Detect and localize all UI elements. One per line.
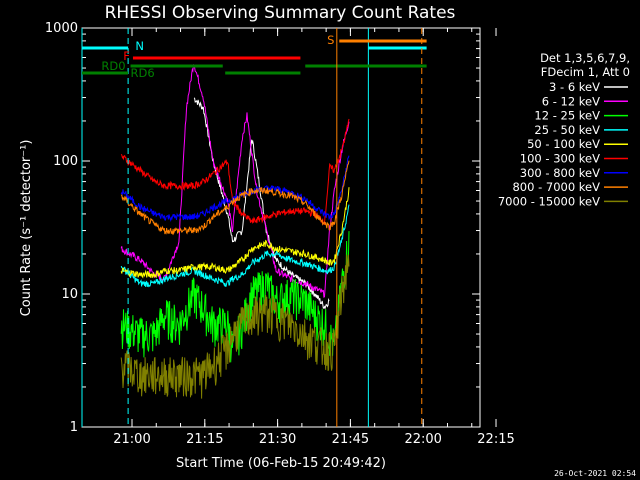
x-axis-label: Start Time (06-Feb-15 20:49:42) <box>176 456 386 471</box>
flag-label-s: S <box>327 33 334 47</box>
series-line-3 <box>120 204 350 288</box>
legend-entry-label: 7000 - 15000 keV <box>498 194 600 208</box>
legend-entry-label: 6 - 12 keV <box>542 94 600 108</box>
flag-label-n: N <box>135 39 144 53</box>
x-tick-label: 21:30 <box>259 432 296 447</box>
flag-label-rd6: RD6 <box>131 66 155 80</box>
series-line-4 <box>120 187 350 279</box>
series-line-8 <box>120 254 350 399</box>
legend-entry-label: 12 - 25 keV <box>534 109 600 123</box>
flag-label-rd0: RD0 <box>101 59 125 73</box>
x-tick-label: 21:45 <box>332 432 369 447</box>
y-axis-label: Count Rate (s⁻¹ detector⁻¹) <box>19 140 34 317</box>
series-line-5 <box>120 118 350 226</box>
legend-entry-label: 100 - 300 keV <box>520 152 600 166</box>
legend-entry-label: 3 - 6 keV <box>549 80 600 94</box>
legend-entry-label: 300 - 800 keV <box>520 166 600 180</box>
y-tick-label: 10 <box>61 287 78 302</box>
legend-header-line-1: Det 1,3,5,6,7,9, <box>540 51 630 65</box>
y-axis: 1 10 100 1000 <box>45 21 480 435</box>
legend: Det 1,3,5,6,7,9, FDecim 1, Att 0 3 - 6 k… <box>498 51 630 208</box>
y-tick-label: 1000 <box>45 21 78 36</box>
legend-entry-label: 50 - 100 keV <box>527 137 600 151</box>
chart-title: RHESSI Observing Summary Count Rates <box>105 3 456 23</box>
y-tick-label: 1 <box>70 420 78 435</box>
x-tick-label: 21:00 <box>113 432 150 447</box>
series-line-7 <box>120 160 350 236</box>
y-tick-label: 100 <box>53 154 78 169</box>
x-tick-label: 21:15 <box>186 432 223 447</box>
x-tick-label: 22:15 <box>477 432 514 447</box>
x-axis: 21:00 21:15 21:30 21:45 22:00 22:15 <box>113 28 515 447</box>
timestamp: 26-Oct-2021 02:54 <box>554 469 636 478</box>
x-tick-label: 22:00 <box>404 432 441 447</box>
legend-header-line-2: FDecim 1, Att 0 <box>541 65 630 79</box>
legend-entry-label: 25 - 50 keV <box>534 123 600 137</box>
series-group <box>120 63 350 399</box>
flag-label-f: F <box>123 49 130 63</box>
legend-entry-label: 800 - 7000 keV <box>512 180 600 194</box>
